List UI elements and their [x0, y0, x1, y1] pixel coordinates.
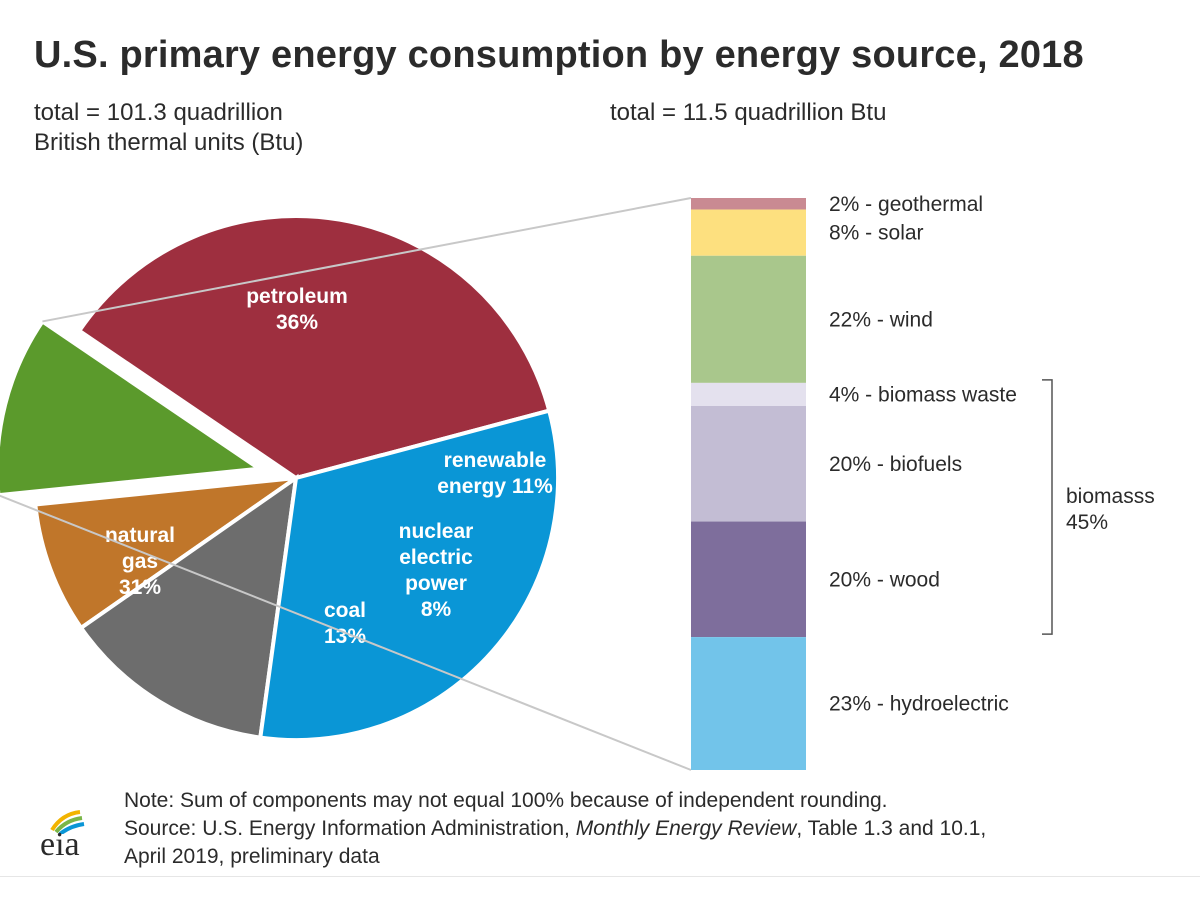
pie-label-line: 13% — [324, 625, 366, 648]
bar-label-20-wood: 20% - wood — [829, 568, 940, 591]
note-text: Note: Sum of components may not equal 10… — [124, 789, 888, 812]
bar-segment-20-biofuels — [691, 406, 806, 522]
bar-segment-2-geothermal — [691, 198, 806, 210]
pie-label-line: petroleum — [246, 285, 348, 308]
connector-line-bottom — [0, 494, 692, 771]
source-prefix: Source: U.S. Energy Information Administ… — [124, 817, 576, 840]
eia-logo: eia — [40, 808, 124, 868]
bar-segment-20-wood — [691, 521, 806, 638]
pie-slice-natural-gas — [258, 408, 560, 742]
connector-line-top — [42, 197, 692, 323]
pie-label-line: power — [405, 572, 467, 595]
bar-label-4-biomass-waste: 4% - biomass waste — [829, 383, 1017, 406]
source-suffix: , Table 1.3 and 10.1, — [796, 817, 987, 840]
stacked-bar: 2% - geothermal 8% - solar 22% - wind 4% - … — [691, 193, 1155, 770]
pie-slice-coal — [78, 473, 299, 740]
pie-slice-petroleum — [76, 214, 552, 481]
pie-label-line: 8% — [421, 598, 452, 621]
bar-label-2-geothermal: 2% - geothermal — [829, 193, 983, 216]
biomass-group-label: biomasss — [1066, 485, 1155, 508]
biomass-group-value: 45% — [1066, 511, 1108, 534]
pie-label-line: natural — [105, 524, 175, 547]
pie-total-line2: British thermal units (Btu) — [34, 129, 304, 156]
pie-label-petroleum: petroleum 36% — [246, 285, 348, 334]
source-text: Source: U.S. Energy Information Administ… — [124, 815, 986, 843]
pie-label-line: renewable — [444, 449, 547, 472]
pie-slice-renewable-energy — [0, 318, 265, 498]
pie-label-line: electric — [399, 546, 473, 569]
eia-logo-text: eia — [40, 826, 80, 863]
source-publication: Monthly Energy Review — [575, 817, 797, 840]
bar-label-8-solar: 8% - solar — [829, 222, 924, 245]
bar-segment-4-biomass-waste — [691, 382, 806, 406]
chart-title: U.S. primary energy consumption by energ… — [34, 34, 1084, 76]
eia-leaf-arcs-icon — [50, 810, 85, 836]
bar-label-23-hydroelectric: 23% - hydroelectric — [829, 693, 1009, 716]
bottom-divider — [0, 876, 1200, 877]
bar-segment-8-solar — [691, 209, 806, 256]
footer-notes: Note: Sum of components may not equal 10… — [124, 787, 986, 871]
bar-label-20-biofuels: 20% - biofuels — [829, 453, 962, 476]
pie-label-line: coal — [324, 599, 366, 622]
pie-label-line: energy 11% — [437, 475, 553, 498]
pie-total-line1: total = 101.3 quadrillion — [34, 99, 283, 126]
bar-segment-22-wind — [691, 255, 806, 383]
bar-label-22-wind: 22% - wind — [829, 308, 933, 331]
pie-label-line: gas — [122, 550, 158, 573]
bar-segment-23-hydroelectric — [691, 637, 806, 770]
pie-label-coal: coal 13% — [324, 599, 366, 648]
pie-label-line: nuclear — [399, 520, 474, 543]
source-date: April 2019, preliminary data — [124, 845, 380, 868]
pie-label-renewable-energy: renewable energy 11% — [437, 449, 553, 498]
pie-chart: petroleum 36% renewable energy 11% nuclear el… — [0, 214, 560, 742]
bar-total-label: total = 11.5 quadrillion Btu — [610, 99, 887, 126]
pie-label-line: 36% — [276, 311, 318, 334]
pie-label-nuclear-electric-power: nuclear electric power 8% — [399, 520, 474, 621]
pie-label-line: 31% — [119, 576, 161, 599]
biomass-bracket — [1042, 379, 1053, 635]
pie-total-label: total = 101.3 quadrillion British therma… — [34, 98, 394, 158]
